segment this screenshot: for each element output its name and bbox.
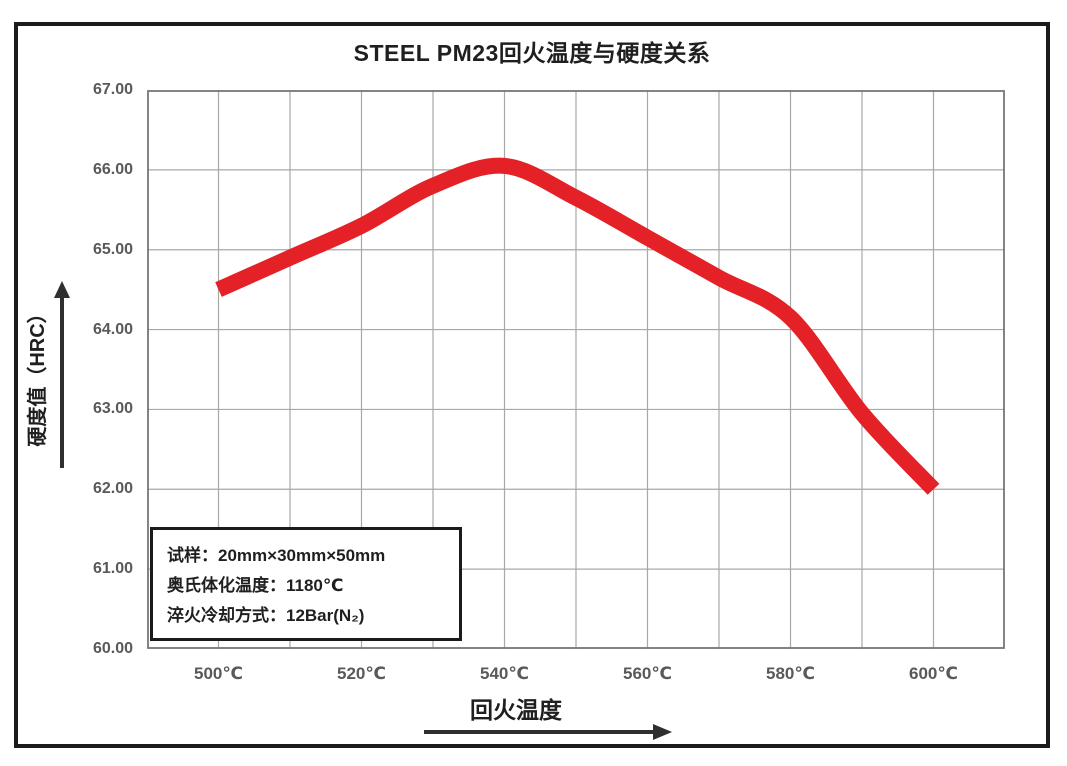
x-tick-label: 580℃ (766, 664, 815, 683)
y-axis-title: 硬度值（HRC） (27, 303, 49, 447)
y-tick-label: 65.00 (92, 240, 133, 258)
y-tick-label: 60.00 (92, 640, 133, 657)
x-tick-label: 500℃ (194, 664, 243, 683)
annotation-line-sample: 试样：20mm×30mm×50mm (167, 546, 386, 565)
chart-title: STEEL PM23回火温度与硬度关系 (353, 40, 711, 66)
annotation-line-quench: 淬火冷却方式：12Bar(N₂) (167, 606, 365, 625)
plot-border (147, 90, 1005, 649)
x-tick-label: 520℃ (337, 664, 386, 683)
y-tick-label: 66.00 (92, 160, 133, 178)
x-tick-label: 600℃ (909, 664, 958, 683)
x-tick-label: 560℃ (623, 664, 672, 683)
hardness-curve (215, 157, 940, 495)
y-axis-arrow-icon (54, 281, 70, 468)
y-tick-label: 64.00 (92, 320, 133, 338)
x-axis-title: 回火温度 (470, 697, 562, 723)
y-tick-label: 63.00 (92, 400, 133, 418)
x-tick-label: 540℃ (480, 664, 529, 683)
y-tick-label: 61.00 (92, 560, 133, 578)
annotation-line-austenitizing: 奥氏体化温度：1180℃ (167, 576, 344, 595)
annotation-box: 试样：20mm×30mm×50mm 奥氏体化温度：1180℃ 淬火冷却方式：12… (150, 527, 462, 641)
x-axis-arrow-icon (424, 724, 672, 740)
y-tick-label: 67.00 (92, 81, 133, 98)
y-tick-label: 62.00 (92, 480, 133, 498)
